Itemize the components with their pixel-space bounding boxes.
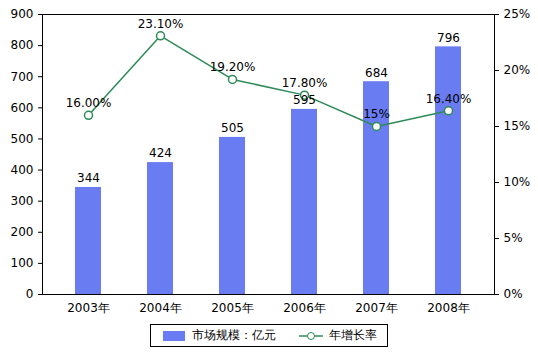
svg-text:684: 684: [365, 66, 388, 80]
svg-text:600: 600: [11, 101, 34, 115]
svg-text:500: 500: [11, 132, 34, 146]
svg-text:424: 424: [149, 146, 172, 160]
svg-text:400: 400: [11, 163, 34, 177]
svg-text:100: 100: [11, 256, 34, 270]
svg-text:2004年: 2004年: [139, 301, 182, 315]
svg-text:5%: 5%: [504, 231, 523, 245]
svg-text:2005年: 2005年: [211, 301, 254, 315]
svg-text:17.80%: 17.80%: [282, 76, 328, 90]
svg-text:900: 900: [11, 7, 34, 21]
svg-text:595: 595: [293, 93, 316, 107]
svg-text:25%: 25%: [504, 7, 531, 21]
html-text:市场规模：亿元: 市场规模：亿元: [192, 328, 276, 342]
svg-text:700: 700: [11, 70, 34, 84]
svg-text:10%: 10%: [504, 175, 531, 189]
svg-text:344: 344: [77, 171, 100, 185]
svg-text:2006年: 2006年: [283, 301, 326, 315]
svg-text:16.00%: 16.00%: [66, 96, 112, 110]
svg-text:2007年: 2007年: [355, 301, 398, 315]
html-text:年增长率: 年增长率: [329, 328, 377, 342]
svg-text:2008年: 2008年: [427, 301, 470, 315]
svg-text:15%: 15%: [504, 119, 531, 133]
svg-text:505: 505: [221, 121, 244, 135]
svg-text:15%: 15%: [363, 107, 390, 121]
svg-text:20%: 20%: [504, 63, 531, 77]
svg-text:200: 200: [11, 225, 34, 239]
svg-text:0: 0: [26, 287, 34, 301]
svg-text:23.10%: 23.10%: [138, 17, 184, 31]
svg-text:2003年: 2003年: [67, 301, 110, 315]
svg-text:16.40%: 16.40%: [426, 92, 472, 106]
svg-text:19.20%: 19.20%: [210, 60, 256, 74]
svg-text:0%: 0%: [504, 287, 523, 301]
svg-text:796: 796: [437, 31, 460, 45]
svg-text:300: 300: [11, 194, 34, 208]
svg-text:800: 800: [11, 38, 34, 52]
